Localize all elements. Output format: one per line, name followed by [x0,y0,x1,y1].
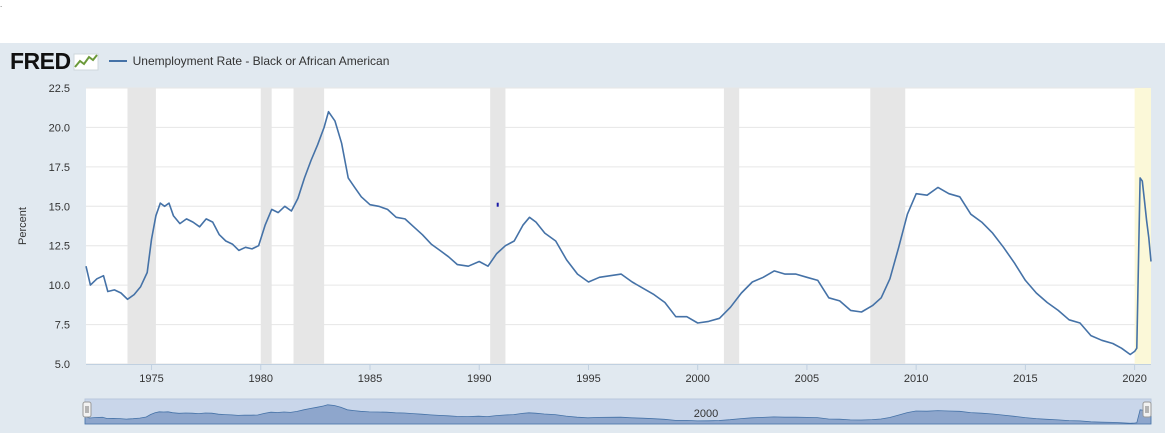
legend-label: Unemployment Rate - Black or African Ame… [132,54,390,68]
navigator-handle-left[interactable] [82,401,92,418]
navigator-handle-right[interactable] [1142,401,1152,418]
fred-logo[interactable]: FRED [10,47,71,74]
recession-bar [490,88,506,364]
y-tick-label: 17.5 [49,162,70,174]
series-line [85,110,1152,356]
corner-mark: . [0,0,3,9]
x-tick-label: 2005 [795,373,819,385]
y-tick-label: 12.5 [49,241,70,253]
navigator-label: 2000 [694,408,718,420]
legend-item[interactable]: Unemployment Rate - Black or African Ame… [108,54,390,68]
recession-bar [127,88,156,364]
recession-bar [260,88,272,364]
plot-area [86,88,1151,364]
fred-chart-icon [73,53,99,71]
x-tick-label: 1985 [358,373,382,385]
highlight-period [1134,88,1151,364]
y-tick-label: 20.0 [49,122,70,134]
x-tick-label: 2010 [904,373,928,385]
legend-swatch [108,60,127,62]
chart-header: FRED Unemployment Rate - Black or Africa… [10,47,390,74]
chart-panel: FRED Unemployment Rate - Black or Africa… [0,43,1165,433]
x-tick-label: 2015 [1013,373,1037,385]
x-tick-label: 1995 [576,373,600,385]
recession-bar [723,88,740,364]
x-tick-label: 1990 [467,373,491,385]
x-tick-label: 2000 [685,373,709,385]
point-marker [496,202,499,207]
navigator-series-area [84,404,1152,425]
recession-bar [870,88,906,364]
recession-bar [293,88,325,364]
x-tick-label: 1975 [139,373,163,385]
chart: 5.0 7.5 10.0 12.5 15.0 17.5 20.0 22.5 1975 1980 19… [17,83,1152,425]
y-tick-label: 7.5 [55,320,70,332]
y-tick-label: 22.5 [49,83,70,95]
y-tick-label: 5.0 [55,359,70,371]
x-tick-label: 2020 [1122,373,1146,385]
y-tick-label: 15.0 [49,201,70,213]
y-axis-title: Percent [17,207,29,245]
y-tick-label: 10.0 [49,280,70,292]
x-tick-label: 1980 [249,373,273,385]
